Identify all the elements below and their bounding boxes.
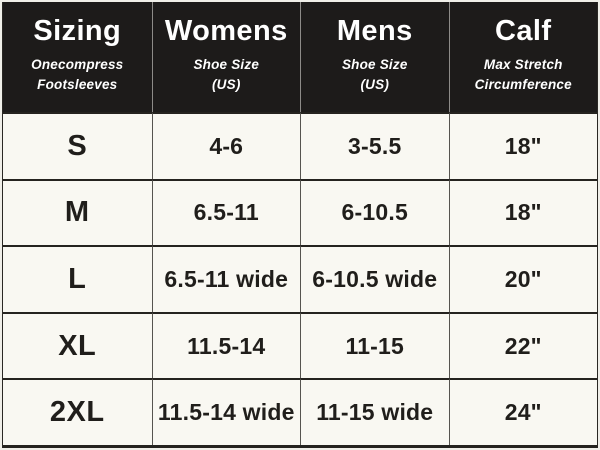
header-subtitle-womens: Shoe Size (US) [193, 55, 259, 96]
mens-value-cell: 11-15 [300, 311, 449, 379]
header-title-mens: Mens [336, 14, 413, 47]
header-cell-womens: Womens Shoe Size (US) [151, 2, 300, 112]
header-cell-sizing: Sizing Onecompress Footsleeves [3, 2, 152, 112]
calf-value-cell: 24" [448, 378, 597, 445]
header-subtitle-line: Circumference [474, 77, 572, 92]
womens-value-cell: 11.5-14 wide [151, 378, 300, 445]
mens-value-cell: 6-10.5 [300, 178, 449, 246]
womens-value-cell: 4-6 [151, 112, 300, 179]
mens-value-cell: 6-10.5 wide [300, 245, 449, 312]
header-subtitle-line: Footsleeves [37, 77, 118, 92]
calf-value-cell: 22" [448, 311, 597, 379]
header-subtitle-line: (US) [360, 77, 390, 92]
size-label-cell: S [3, 112, 152, 179]
womens-value-cell: 6.5-11 wide [151, 245, 300, 312]
size-label-cell: L [3, 245, 152, 312]
header-subtitle-line: (US) [211, 77, 241, 92]
calf-value-cell: 20" [448, 245, 597, 312]
header-cell-calf: Calf Max Stretch Circumference [448, 2, 597, 112]
size-label-cell: M [3, 178, 152, 246]
header-subtitle-line: Shoe Size [193, 56, 260, 72]
header-title-womens: Womens [164, 14, 288, 47]
header-subtitle-mens: Shoe Size (US) [342, 55, 408, 96]
size-label-cell: 2XL [3, 378, 152, 445]
mens-value-cell: 3-5.5 [300, 112, 449, 179]
header-subtitle-sizing: Onecompress Footsleeves [31, 55, 123, 96]
womens-value-cell: 11.5-14 [151, 311, 300, 379]
calf-value-cell: 18" [448, 112, 597, 179]
header-subtitle-calf: Max Stretch Circumference [475, 55, 572, 96]
header-subtitle-line: Shoe Size [341, 56, 408, 72]
header-subtitle-line: Max Stretch [483, 56, 563, 72]
mens-value-cell: 11-15 wide [300, 378, 449, 445]
header-subtitle-line: Onecompress [31, 56, 124, 72]
calf-value-cell: 18" [448, 178, 597, 246]
header-cell-mens: Mens Shoe Size (US) [300, 2, 449, 112]
womens-value-cell: 6.5-11 [151, 178, 300, 246]
header-title-sizing: Sizing [33, 14, 122, 47]
size-label-cell: XL [3, 311, 152, 379]
header-title-calf: Calf [495, 14, 552, 47]
